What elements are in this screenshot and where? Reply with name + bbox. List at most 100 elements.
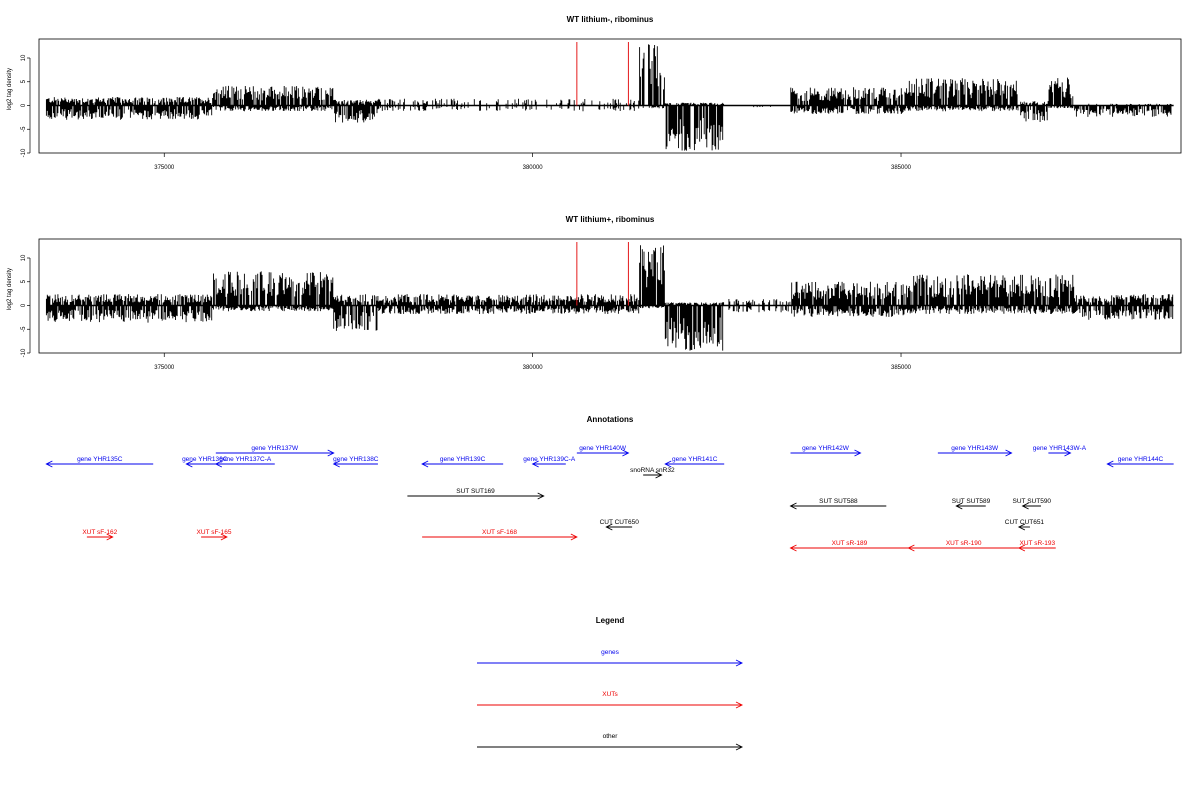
x-tick-label: 375000: [154, 165, 175, 171]
annotation-arrow-head: [1064, 449, 1072, 457]
annotation-gene-yhr141c: gene YHR141C: [664, 456, 725, 468]
annotation-arrow-head: [664, 460, 672, 468]
y-axis-label: log2 tag density: [7, 68, 13, 110]
annotation-gene-yhr138c: gene YHR138C: [332, 456, 379, 468]
annotation-label: gene YHR139C-A: [523, 456, 576, 463]
y-tick-label: 10: [21, 54, 27, 61]
y-tick-label: -5: [21, 126, 27, 132]
annotation-cut-cut651: CUT CUT651: [1005, 519, 1045, 531]
annotation-label: XUT sR-193: [1020, 540, 1056, 547]
annotation-snorna-snr32: snoRNA snR32: [630, 467, 675, 479]
annotation-arrow-head: [214, 460, 223, 468]
density-bars: [45, 245, 1174, 351]
legend-arrow-head: [735, 743, 744, 751]
red-markers: [576, 42, 629, 106]
legend-entry-other: other: [477, 733, 744, 751]
annotation-label: gene YHR136C: [182, 456, 228, 463]
annotation-label: XUT sR-189: [832, 540, 868, 547]
annotation-label: CUT CUT650: [600, 519, 640, 526]
annotation-cut-cut650: CUT CUT650: [600, 519, 640, 531]
annotations-track: Annotations gene YHR135C gene YHR136Cgene…: [45, 415, 1174, 552]
annotation-label: snoRNA snR32: [630, 467, 675, 474]
annotation-label: gene YHR139C: [440, 456, 486, 463]
annotation-arrow-head: [854, 449, 862, 457]
x-axis: 375000 380000 385000: [154, 153, 912, 171]
annotation-gene-yhr139c: gene YHR139C: [421, 456, 504, 468]
legend-entry-xut: XUTs: [477, 691, 744, 709]
annotation-label: CUT CUT651: [1005, 519, 1045, 526]
annotation-arrow-head: [605, 523, 613, 531]
annotation-items: gene YHR135C gene YHR136C gene YHR137W gene…: [45, 445, 1174, 552]
annotation-sut-sut590: SUT SUT590: [1013, 498, 1052, 510]
legend-entry-gene: genes: [477, 649, 744, 667]
y-tick-label: -10: [21, 148, 27, 157]
panel-title: WT lithium+, ribominus: [566, 215, 655, 224]
annotation-label: XUT sF-168: [482, 529, 517, 536]
annotation-label: gene YHR138C: [333, 456, 379, 463]
x-tick-label: 380000: [523, 165, 544, 171]
annotation-xut-sr-189: XUT sR-189: [789, 540, 909, 552]
y-tick-label: -10: [21, 348, 27, 357]
annotation-arrow-head: [220, 533, 228, 541]
legend-label: genes: [601, 649, 619, 656]
annotation-arrow-head: [570, 533, 578, 541]
annotation-label: gene YHR137C-A: [219, 456, 272, 463]
annotation-arrow-head: [1017, 523, 1026, 531]
annotation-xut-sr-193: XUT sR-193: [1017, 540, 1056, 552]
annotation-label: gene YHR140W: [579, 445, 627, 452]
annotation-gene-yhr144c: gene YHR144C: [1106, 456, 1174, 468]
annotation-arrow-head: [1106, 460, 1114, 468]
x-tick-label: 375000: [154, 365, 175, 371]
y-axis: 10 5 0 -5 -10: [21, 54, 31, 157]
plot-frame: [38, 38, 1182, 154]
legend-label: XUTs: [602, 691, 618, 698]
annotation-label: gene YHR143W-A: [1033, 445, 1087, 452]
annotation-label: XUT sR-190: [946, 540, 982, 547]
annotation-xut-sf-168: XUT sF-168: [422, 529, 578, 541]
annotation-gene-yhr143w: gene YHR143W: [937, 445, 1013, 457]
annotation-gene-yhr139c-a: gene YHR139C-A: [523, 456, 576, 468]
annotation-label: gene YHR143W: [951, 445, 999, 452]
legend-entries: genes XUTs other: [477, 649, 744, 751]
legend: Legend genes XUTs other: [477, 616, 744, 751]
annotation-gene-yhr142w: gene YHR142W: [790, 445, 862, 457]
annotation-xut-sf-165: XUT sF-165: [197, 529, 232, 541]
annotation-arrow-head: [185, 460, 193, 468]
annotation-xut-sf-162: XUT sF-162: [82, 529, 118, 541]
red-markers: [576, 242, 629, 306]
annotation-arrow-head: [789, 544, 797, 552]
annotation-sut-sut589: SUT SUT589: [952, 498, 991, 510]
annotation-gene-yhr140w: gene YHR140W: [576, 445, 630, 457]
y-axis-label: log2 tag density: [7, 268, 13, 310]
y-tick-label: 5: [21, 279, 27, 283]
annotation-arrow-head: [106, 533, 114, 541]
y-tick-label: 5: [21, 79, 27, 83]
annotation-label: SUT SUT590: [1013, 498, 1052, 505]
density-bars: [45, 44, 1174, 151]
annotation-label: gene YHR137W: [251, 445, 299, 452]
annotation-label: SUT SUT169: [456, 488, 495, 495]
annotation-arrow-head: [907, 544, 915, 552]
density-bar-path: [45, 44, 1172, 151]
annotation-arrow-head: [332, 460, 340, 468]
legend-title: Legend: [596, 616, 625, 625]
annotation-arrow-head: [955, 502, 963, 510]
density-bar-path: [45, 245, 1174, 351]
annotation-gene-yhr135c: gene YHR135C: [45, 456, 154, 468]
annotation-xut-sr-190: XUT sR-190: [907, 540, 1019, 552]
y-tick-label: 0: [21, 103, 27, 107]
legend-arrow-head: [735, 659, 744, 667]
annotation-arrow-head: [531, 460, 539, 468]
annotation-label: XUT sF-162: [82, 529, 117, 536]
track-panel-lithium-plus: WT lithium+, ribominus log2 tag density …: [7, 215, 1182, 371]
annotation-arrow-head: [622, 449, 630, 457]
x-tick-label: 385000: [891, 365, 912, 371]
annotation-arrow-head: [655, 471, 663, 479]
legend-label: other: [603, 733, 619, 740]
annotation-arrow-head: [45, 460, 53, 468]
annotation-arrow-head: [789, 502, 797, 510]
annotations-title: Annotations: [587, 415, 634, 424]
x-tick-label: 385000: [891, 165, 912, 171]
annotation-label: SUT SUT588: [819, 498, 858, 505]
